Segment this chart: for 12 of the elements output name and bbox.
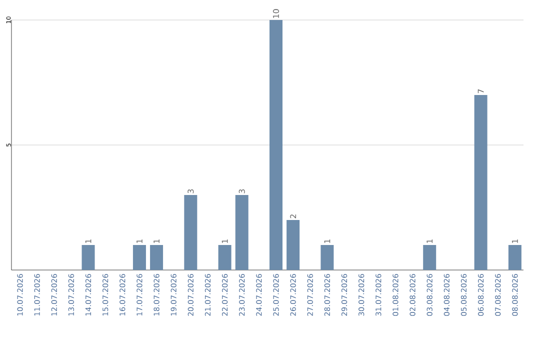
bar — [218, 245, 232, 270]
bar — [132, 245, 146, 270]
bar — [184, 195, 198, 270]
bar — [82, 245, 95, 270]
bar — [235, 195, 248, 270]
bar — [508, 245, 522, 270]
bar — [286, 220, 300, 270]
bar — [150, 245, 164, 270]
bar — [474, 95, 488, 270]
bar — [270, 20, 282, 270]
bar — [320, 245, 334, 270]
bar — [423, 245, 436, 270]
